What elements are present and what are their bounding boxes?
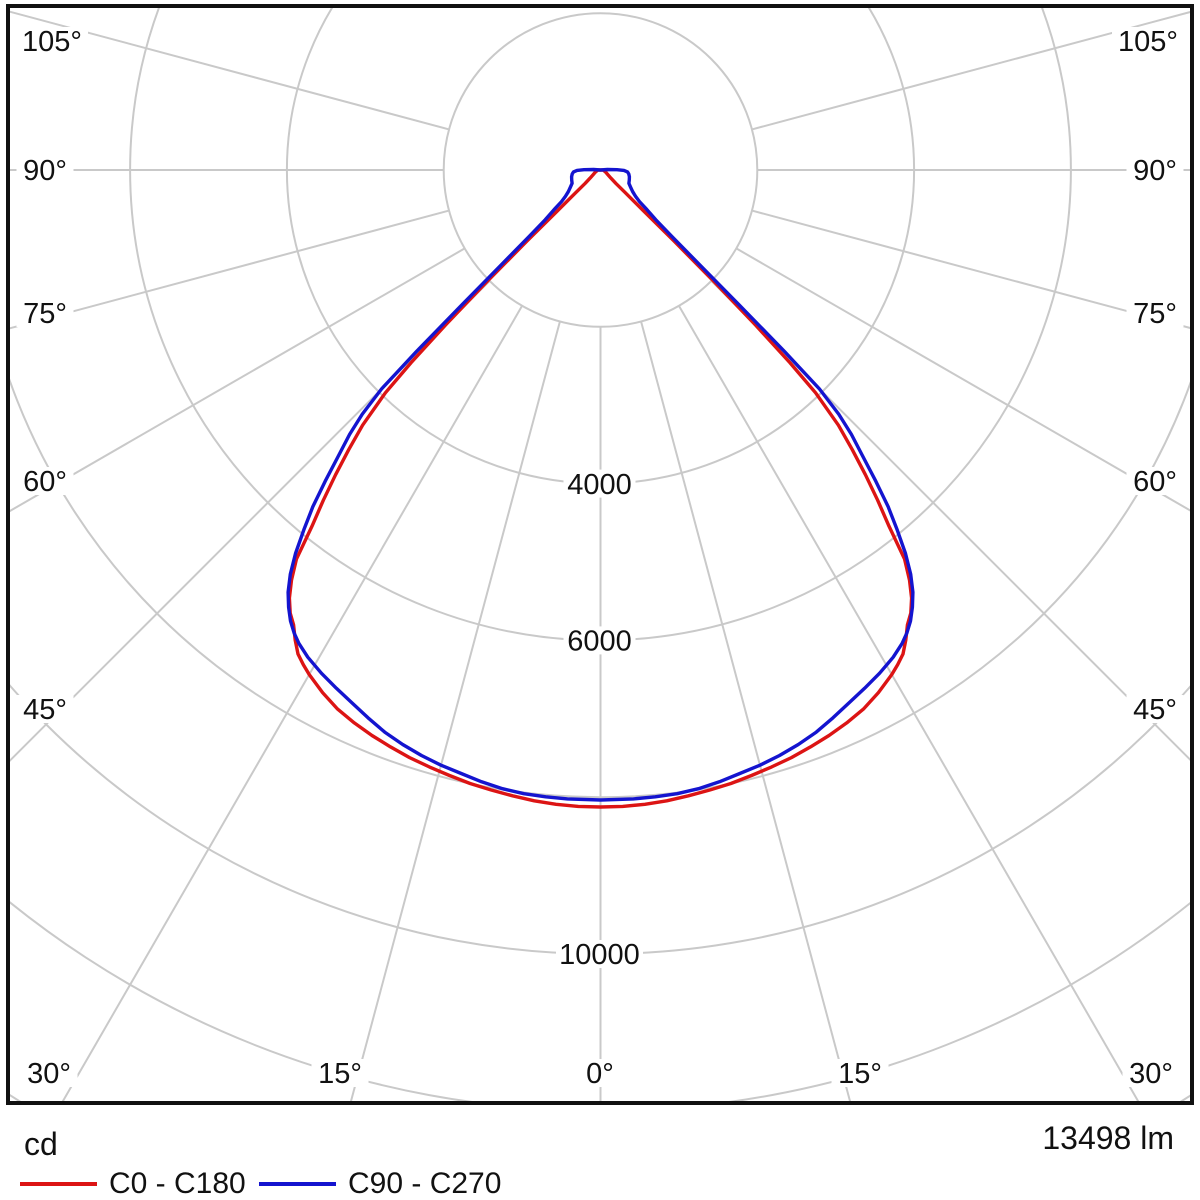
legend-item-c0-c180: C0 - C180 [20,1166,246,1200]
angle-label-9-halo [1122,1059,1180,1087]
angle-label-4-halo [16,695,74,723]
angle-label-14: 105° [1118,26,1178,58]
curve-c90-c270 [286,167,915,802]
grid-spoke-left-15 [350,321,561,1101]
angle-label-2-halo [16,299,74,327]
angle-label-13: 90° [1133,155,1177,187]
angle-label-1-halo [16,156,74,184]
c90-c270-line-swatch-icon [259,1182,336,1186]
unit-label: cd [24,1126,58,1162]
grid-spoke-right-105 [751,11,1190,131]
angle-label-3-halo [16,467,74,495]
c0-c180-line-swatch-icon [20,1182,97,1186]
angle-label-4: 45° [23,694,67,726]
ring-label-4000: 4000 [567,469,632,501]
angle-label-6-halo [311,1059,369,1087]
angle-label-11: 60° [1133,466,1177,498]
legend-label-c0-c180: C0 - C180 [109,1167,246,1200]
angle-label-3: 60° [23,466,67,498]
angle-label-8-halo [831,1059,889,1087]
angle-label-7: 0° [586,1058,614,1090]
grid-spoke-left-45 [10,280,491,762]
angle-label-10-halo [1126,695,1184,723]
grid-spoke-right-45 [710,280,1190,761]
intensity-curves [286,167,915,809]
angle-label-9: 30° [1129,1058,1173,1090]
angle-label-2: 75° [23,298,67,330]
ring-label-6000-halo [563,626,636,655]
angle-label-11-halo [1126,467,1184,495]
angle-label-10: 45° [1133,694,1177,726]
grid-spoke-left-75 [10,209,450,330]
grid-spoke-left-105 [10,10,450,131]
ring-label-10000-halo [556,940,643,968]
angle-label-5-halo [20,1059,78,1087]
angle-label-0-halo [16,27,88,55]
grid-spoke-right-60 [735,247,1190,512]
grid-spoke-left-30 [61,305,523,1101]
angle-label-12-halo [1126,299,1184,327]
luminous-flux-label: 13498 lm [1042,1120,1174,1156]
grid-spoke-right-75 [751,209,1190,329]
grid-spoke-right-15 [640,321,851,1101]
grid-spoke-left-60 [10,247,466,513]
angle-label-6: 15° [318,1058,362,1090]
angle-label-12: 75° [1133,298,1177,330]
angle-label-5: 30° [27,1058,71,1090]
chart-frame [6,4,1194,1105]
grid-labels: 4000 6000 10000 105° 90° 75° 60° 45° 30° 15° 0° 15°… [16,26,1184,1090]
ring-label-6000: 6000 [567,626,632,658]
ring-label-10000: 10000 [559,939,640,971]
angle-label-14-halo [1112,27,1184,55]
angle-label-1: 90° [23,155,67,187]
curve-c0-c180 [287,168,914,809]
angle-label-13-halo [1126,156,1184,184]
grid-spoke-right-30 [678,305,1140,1101]
legend-item-c90-c270: C90 - C270 [259,1166,501,1200]
angle-label-7-halo [579,1059,621,1087]
legend-label-c90-c270: C90 - C270 [348,1167,502,1200]
angle-label-0: 105° [22,26,82,58]
ring-label-4000-halo [563,469,636,498]
angle-label-8: 15° [838,1058,882,1090]
